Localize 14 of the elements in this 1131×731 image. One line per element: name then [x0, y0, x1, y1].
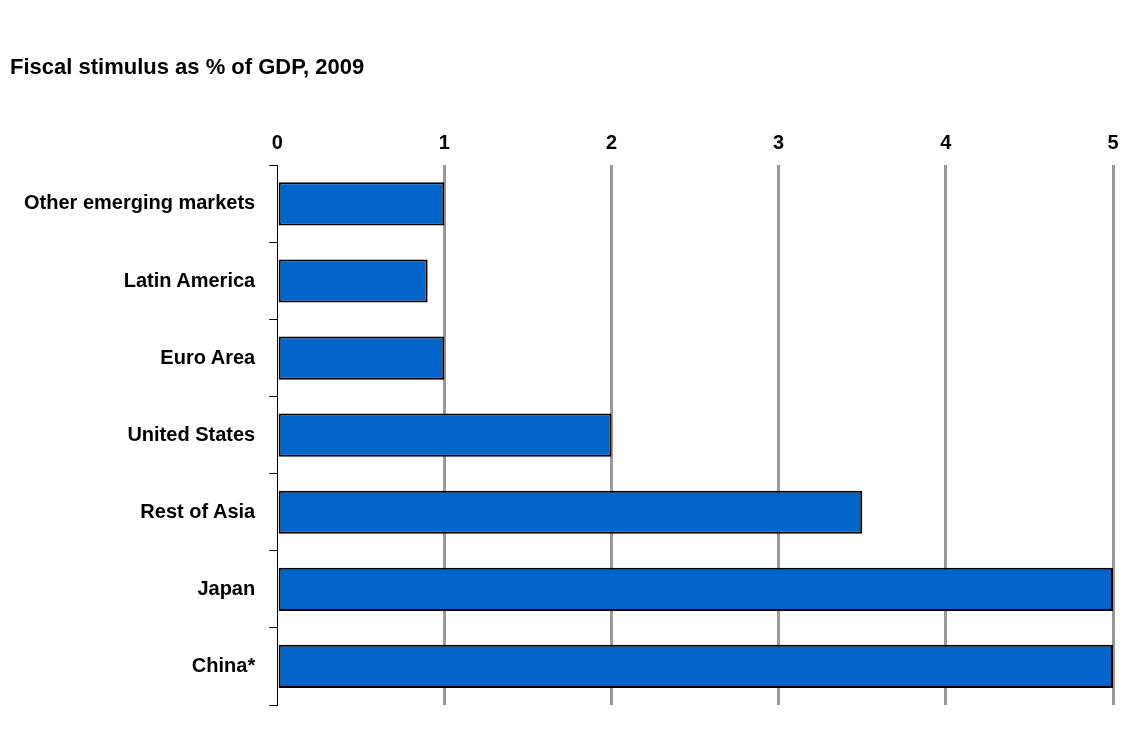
- x-tick-label: 3: [773, 130, 785, 153]
- y-tick-label: Euro Area: [160, 345, 257, 368]
- x-tick-label: 2: [605, 130, 618, 153]
- y-tick-label: Japan: [197, 576, 256, 599]
- x-tick-label: 1: [438, 130, 450, 153]
- x-tick-label: 5: [1107, 130, 1119, 153]
- y-tick-label: Latin America: [123, 268, 257, 291]
- x-tick-label: 4: [940, 130, 953, 153]
- y-tick-label: United States: [127, 422, 256, 445]
- y-tick-label: Other emerging markets: [23, 191, 256, 214]
- y-tick-label: China*: [191, 653, 256, 676]
- y-tick-label: Rest of Asia: [140, 499, 257, 522]
- chart-title: Fiscal stimulus as % of GDP, 2009: [10, 54, 365, 80]
- x-tick-label: 0: [271, 130, 283, 153]
